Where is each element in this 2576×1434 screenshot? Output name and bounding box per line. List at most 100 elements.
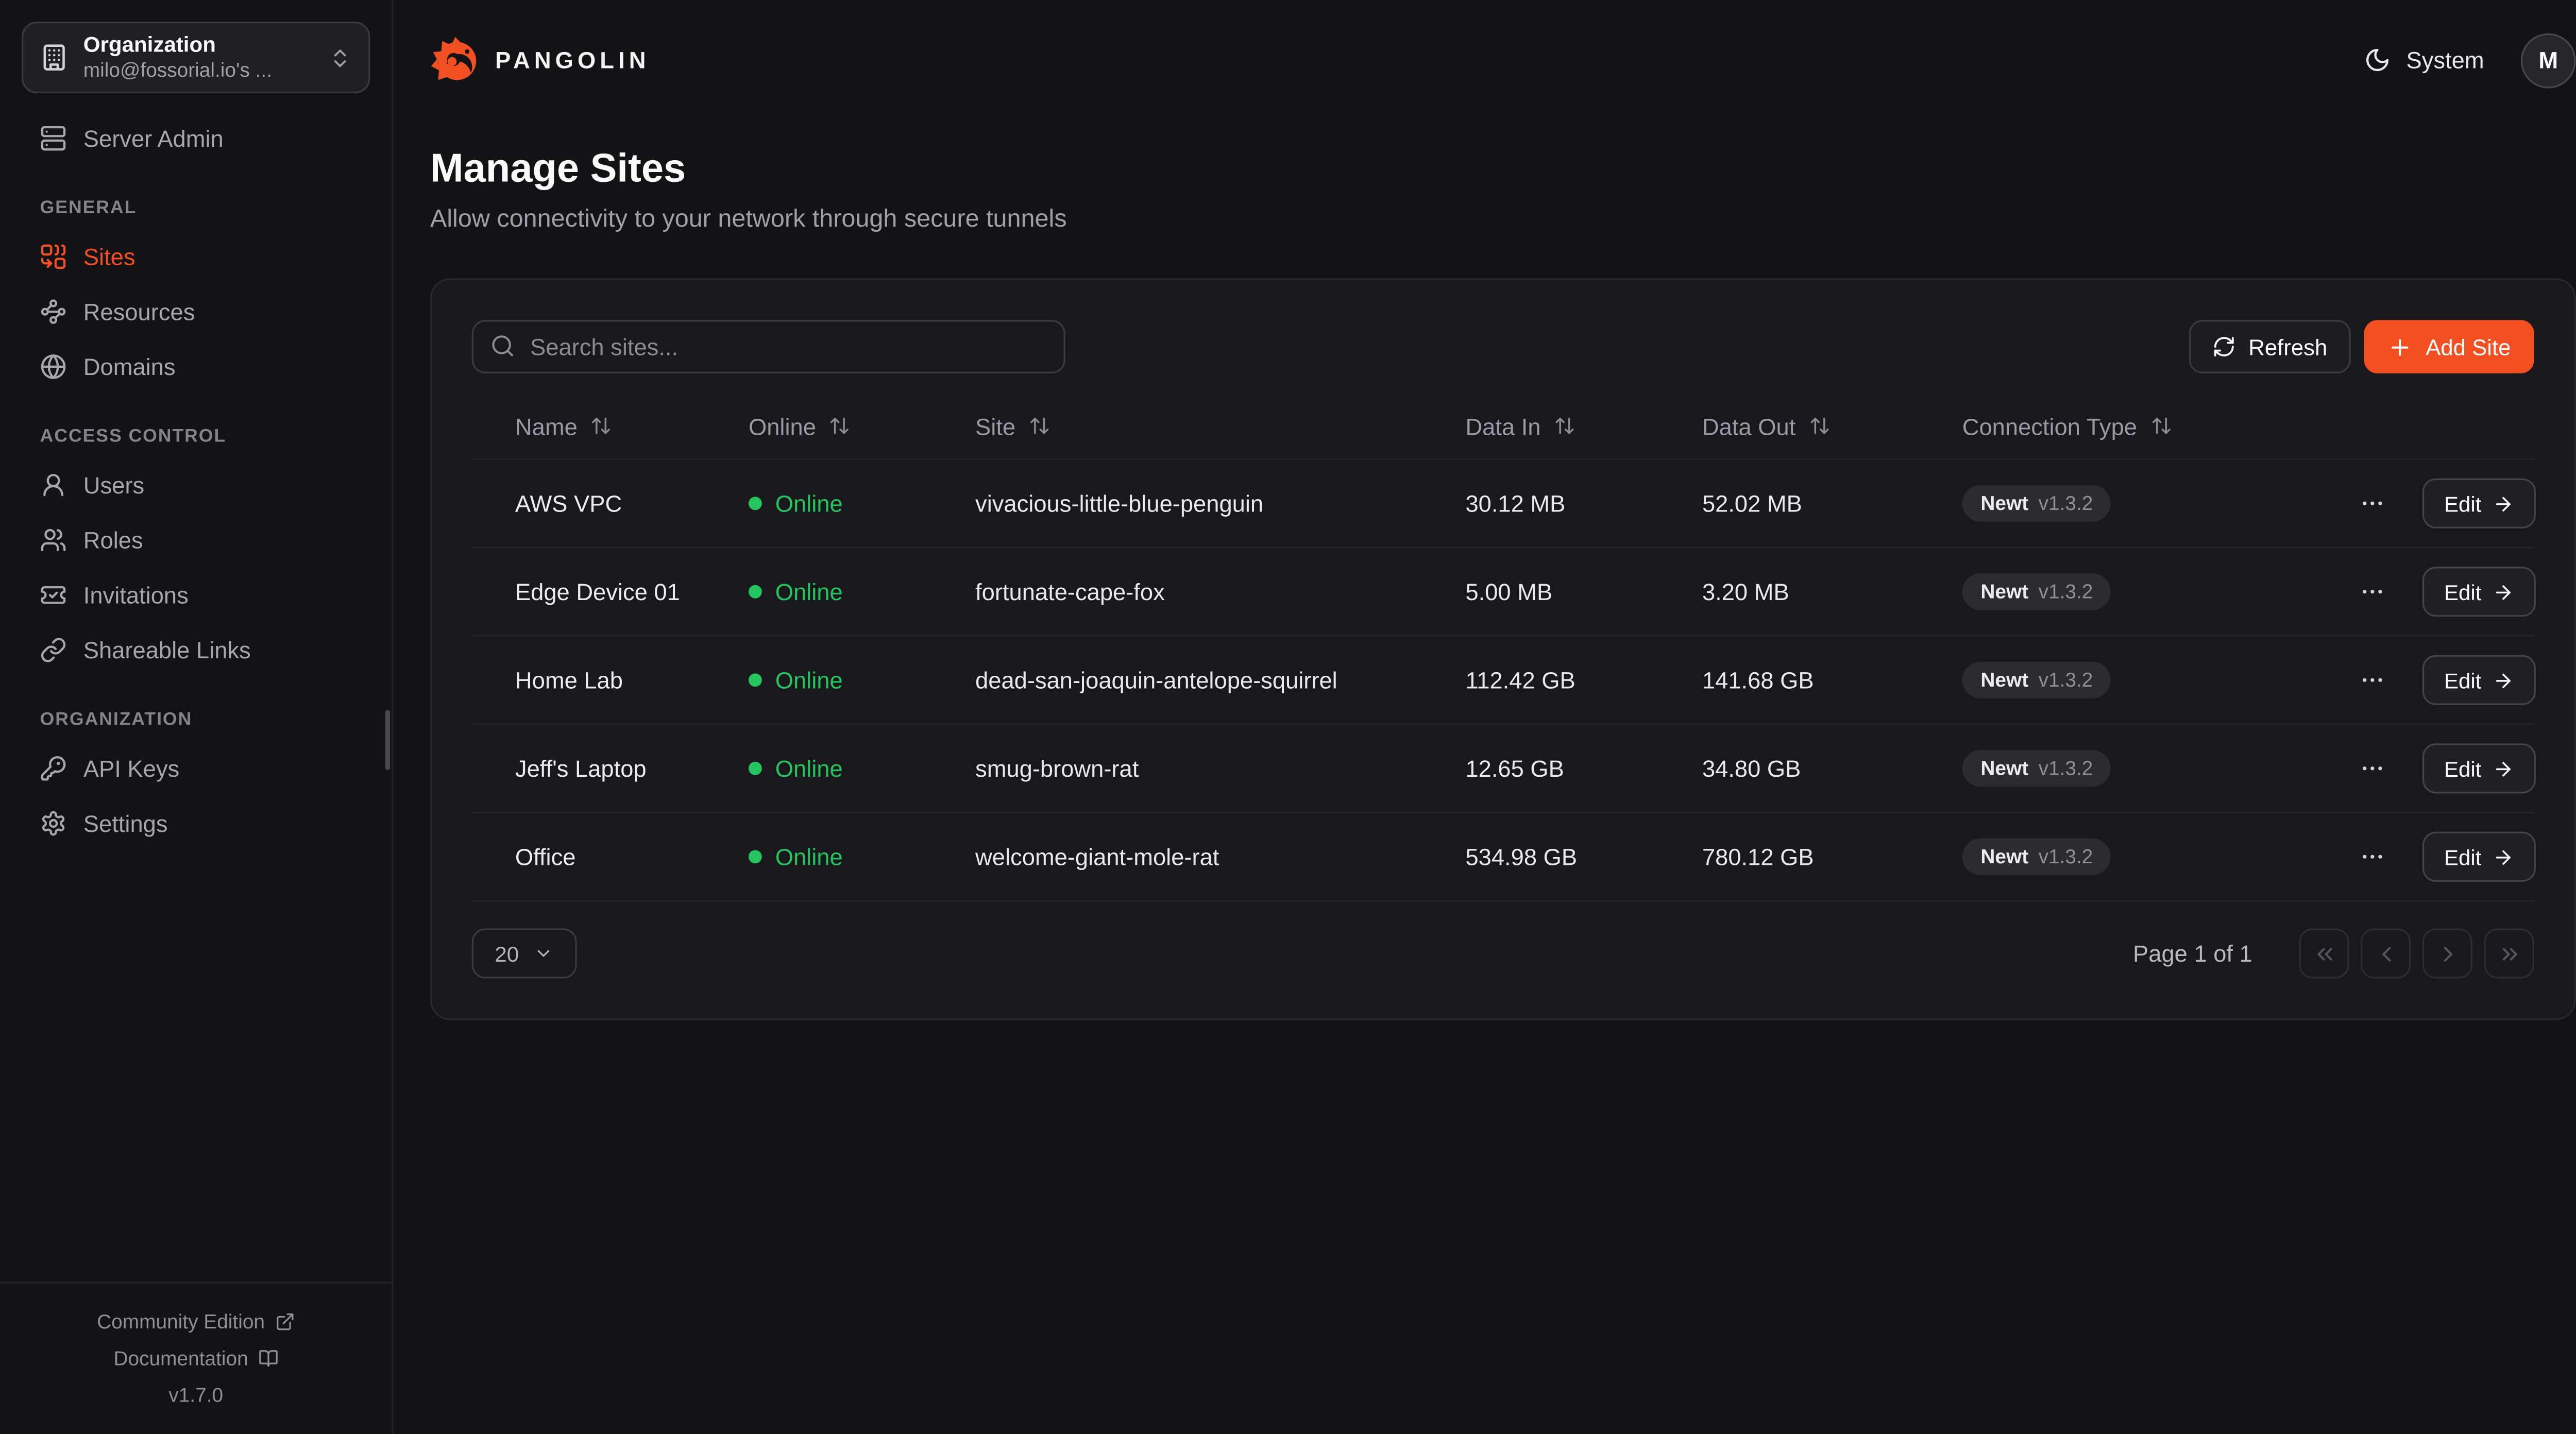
key-icon xyxy=(41,755,66,780)
pagination: 20 Page 1 of 1 xyxy=(471,928,2534,979)
online-status-label: Online xyxy=(775,490,843,517)
edit-button[interactable]: Edit xyxy=(2422,655,2537,705)
connection-name: Newt xyxy=(1980,845,2029,868)
topbar-right: System M xyxy=(2365,32,2576,88)
edit-button[interactable]: Edit xyxy=(2422,743,2537,794)
online-status-dot xyxy=(748,497,762,510)
first-page-button[interactable] xyxy=(2299,928,2349,979)
column-header-connection-type[interactable]: Connection Type xyxy=(1962,413,2359,439)
connection-version: v1.3.2 xyxy=(2038,757,2093,780)
site-id-cell: welcome-giant-mole-rat xyxy=(975,843,1219,870)
sidebar-item-label: Shareable Links xyxy=(83,636,251,663)
column-header-site[interactable]: Site xyxy=(975,413,1465,439)
edit-label: Edit xyxy=(2444,756,2482,781)
page-subtitle: Allow connectivity to your network throu… xyxy=(430,205,1067,234)
row-menu-ellipsis-icon[interactable] xyxy=(2359,490,2386,517)
data-out-cell: 780.12 GB xyxy=(1702,843,1814,870)
column-header-data-out[interactable]: Data Out xyxy=(1702,413,1962,439)
online-status-dot xyxy=(748,673,762,687)
connection-type-cell: Newt v1.3.2 xyxy=(1962,573,2359,610)
edit-button[interactable]: Edit xyxy=(2422,478,2537,528)
connection-version: v1.3.2 xyxy=(2038,491,2093,515)
edit-label: Edit xyxy=(2444,491,2482,516)
search-input[interactable] xyxy=(471,320,1065,373)
sidebar-item-settings[interactable]: Settings xyxy=(22,795,370,850)
column-header-label: Data Out xyxy=(1702,412,1796,439)
add-site-button[interactable]: Add Site xyxy=(2364,320,2534,373)
sidebar-item-api-keys[interactable]: API Keys xyxy=(22,740,370,795)
row-menu-ellipsis-icon[interactable] xyxy=(2359,578,2386,605)
data-in-cell: 5.00 MB xyxy=(1465,578,1553,605)
column-header-label: Connection Type xyxy=(1962,412,2137,439)
next-page-button[interactable] xyxy=(2422,928,2472,979)
column-header-data-in[interactable]: Data In xyxy=(1465,413,1702,439)
sidebar-scrollbar-thumb[interactable] xyxy=(385,710,391,771)
site-name-cell: Jeff's Laptop xyxy=(515,755,647,782)
refresh-icon xyxy=(2212,335,2235,358)
connection-name: Newt xyxy=(1980,757,2029,780)
data-out-cell: 3.20 MB xyxy=(1702,578,1789,605)
row-menu-ellipsis-icon[interactable] xyxy=(2359,755,2386,782)
org-switcher[interactable]: Organization milo@fossorial.io's ... xyxy=(22,22,370,94)
main-area: PANGOLIN System M Manage Sites Allow con… xyxy=(394,0,2576,1434)
sidebar-item-shareable-links[interactable]: Shareable Links xyxy=(22,622,370,677)
arrow-right-icon xyxy=(2497,673,2512,688)
arrow-up-down-icon xyxy=(1030,418,1049,434)
brand-name: PANGOLIN xyxy=(495,46,650,74)
sidebar-item-domains[interactable]: Domains xyxy=(22,338,370,394)
users-icon xyxy=(41,528,66,551)
sidebar-item-label: Roles xyxy=(83,525,143,553)
arrow-up-down-icon xyxy=(592,418,611,434)
last-page-button[interactable] xyxy=(2484,928,2534,979)
arrow-right-icon xyxy=(2493,581,2515,603)
column-header-name[interactable]: Name xyxy=(472,413,749,439)
connection-name: Newt xyxy=(1980,491,2029,515)
sidebar-item-resources[interactable]: Resources xyxy=(22,283,370,338)
connection-type-cell: Newt v1.3.2 xyxy=(1962,485,2359,522)
data-in-cell: 12.65 GB xyxy=(1465,755,1564,782)
online-status-label: Online xyxy=(775,755,843,782)
table-row: Office Online welcome-giant-mole-rat 534… xyxy=(471,813,2537,902)
brand: PANGOLIN xyxy=(430,35,650,85)
page-size-select[interactable]: 20 xyxy=(471,928,577,979)
refresh-button[interactable]: Refresh xyxy=(2188,320,2351,373)
site-id-cell: vivacious-little-blue-penguin xyxy=(975,490,1264,517)
link-icon xyxy=(41,637,66,661)
data-in-cell: 534.98 GB xyxy=(1465,843,1578,870)
building-icon xyxy=(40,43,69,72)
documentation-link[interactable]: Documentation xyxy=(0,1341,392,1377)
sidebar-item-label: Server Admin xyxy=(83,124,224,151)
sidebar-item-invitations[interactable]: Invitations xyxy=(22,567,370,622)
sidebar-section-label: ORGANIZATION xyxy=(40,710,193,730)
sidebar-item-users[interactable]: Users xyxy=(22,457,370,512)
waypoints-icon xyxy=(41,298,66,323)
sidebar-item-roles[interactable]: Roles xyxy=(22,511,370,567)
plus-icon xyxy=(2387,334,2413,360)
page-title: Manage Sites xyxy=(430,146,686,192)
sidebar-item-server-admin[interactable]: Server Admin xyxy=(22,110,370,165)
edit-button[interactable]: Edit xyxy=(2422,831,2537,882)
sidebar-top: Organization milo@fossorial.io's ... xyxy=(0,0,392,94)
online-status-label: Online xyxy=(775,843,843,870)
edit-button[interactable]: Edit xyxy=(2422,567,2537,617)
user-avatar[interactable]: M xyxy=(2520,32,2576,88)
book-open-icon xyxy=(258,1349,278,1369)
community-edition-label: Community Edition xyxy=(97,1310,265,1335)
server-icon xyxy=(41,125,66,150)
org-value: milo@fossorial.io's ... xyxy=(83,58,273,82)
sites-card: Refresh Add Site Name Online Site Data In Da… xyxy=(430,278,2576,1020)
prev-page-button[interactable] xyxy=(2361,928,2411,979)
globe-icon xyxy=(41,353,66,379)
sidebar-item-sites[interactable]: Sites xyxy=(22,228,370,283)
page-content: Manage Sites Allow connectivity to your … xyxy=(394,120,2576,1020)
theme-toggle[interactable]: System xyxy=(2365,47,2484,73)
community-edition-link[interactable]: Community Edition xyxy=(0,1304,392,1341)
table-row: Home Lab Online dead-san-joaquin-antelop… xyxy=(471,637,2537,725)
column-header-online[interactable]: Online xyxy=(749,413,975,439)
row-menu-ellipsis-icon[interactable] xyxy=(2359,667,2386,693)
row-menu-ellipsis-icon[interactable] xyxy=(2359,843,2386,870)
ellipsis-icon xyxy=(2363,678,2382,682)
ellipsis-icon xyxy=(2363,590,2382,594)
arrow-right-icon xyxy=(2497,849,2512,864)
search-wrap xyxy=(471,320,1065,373)
